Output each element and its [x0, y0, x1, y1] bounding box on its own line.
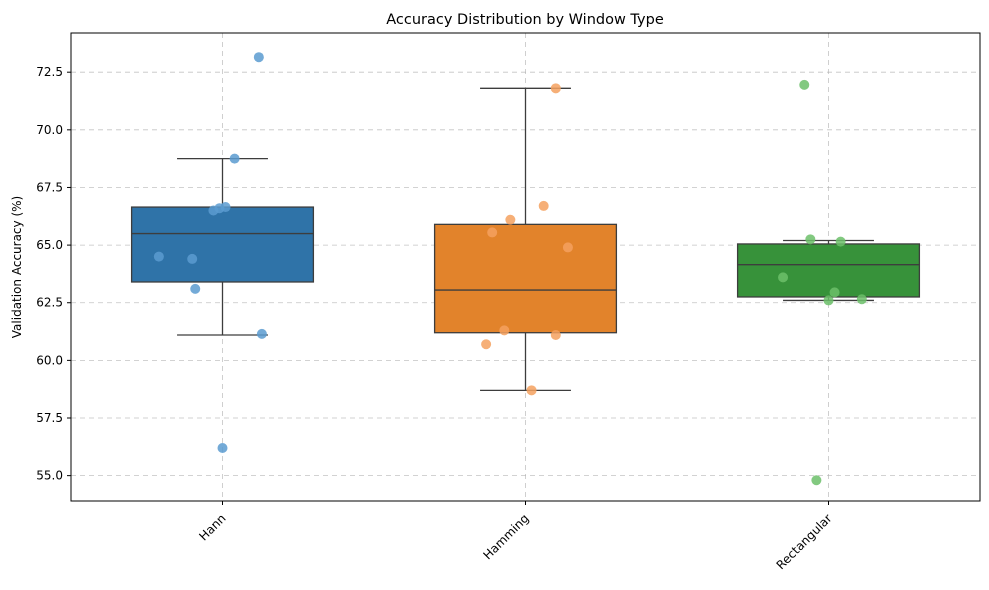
strip-points — [153, 52, 867, 486]
data-point-rectangular — [829, 287, 840, 298]
data-point-hamming — [505, 214, 516, 225]
box-hamming — [433, 87, 618, 391]
data-point-hamming — [550, 83, 561, 94]
data-point-hann — [217, 442, 228, 453]
chart-title: Accuracy Distribution by Window Type — [386, 12, 664, 28]
box-hann — [130, 157, 315, 336]
y-tick-label: 65.0 — [36, 238, 63, 252]
y-tick-label: 70.0 — [36, 123, 63, 137]
data-point-hann — [256, 328, 267, 339]
data-point-rectangular — [799, 79, 810, 90]
y-tick-label: 55.0 — [36, 469, 63, 483]
data-point-hann — [190, 283, 201, 294]
box-rectangular — [736, 239, 921, 302]
y-tick-label: 57.5 — [36, 411, 63, 425]
data-point-hann — [208, 205, 219, 216]
iqr-box — [130, 206, 315, 283]
data-point-hann — [253, 52, 264, 63]
data-point-rectangular — [778, 272, 789, 283]
x-tick-label: Hamming — [480, 511, 531, 562]
data-point-rectangular — [856, 294, 867, 305]
x-axis-ticks: Hann Hamming Rectangular — [196, 501, 835, 572]
y-tick-label: 60.0 — [36, 353, 63, 367]
data-point-hamming — [526, 385, 537, 396]
data-point-rectangular — [823, 295, 834, 306]
data-point-rectangular — [811, 475, 822, 486]
iqr-box — [736, 243, 921, 298]
box-series — [130, 87, 921, 391]
data-point-hamming — [499, 325, 510, 336]
data-point-hann — [220, 202, 231, 213]
y-axis-ticks: 55.0 57.5 60.0 62.5 65.0 67.5 70.0 72.5 — [36, 65, 71, 483]
data-point-hamming — [550, 330, 561, 341]
data-point-hamming — [481, 339, 492, 350]
data-point-rectangular — [805, 234, 816, 245]
data-point-hann — [187, 253, 198, 264]
y-axis-title: Validation Accuracy (%) — [10, 196, 24, 338]
y-tick-label: 62.5 — [36, 296, 63, 310]
iqr-box — [433, 223, 618, 334]
data-point-rectangular — [835, 236, 846, 247]
data-point-hamming — [487, 227, 498, 238]
data-point-hann — [229, 153, 240, 164]
x-tick-label: Rectangular — [774, 511, 835, 572]
data-point-hann — [153, 251, 164, 262]
data-point-hamming — [538, 200, 549, 211]
data-point-hamming — [562, 242, 573, 253]
x-tick-label: Hann — [196, 511, 228, 543]
y-tick-label: 67.5 — [36, 180, 63, 194]
y-tick-label: 72.5 — [36, 65, 63, 79]
